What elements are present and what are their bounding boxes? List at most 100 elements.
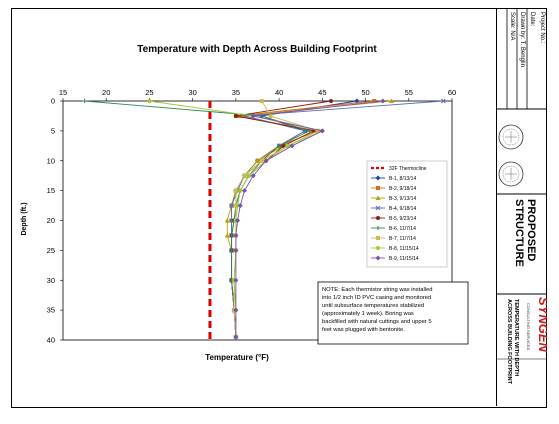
data-point	[229, 233, 234, 238]
temperature-depth-chart: Temperature with Depth Across Building F…	[21, 44, 469, 362]
drawn-by-label: Drawn by: T. Benglin	[519, 12, 525, 67]
data-point	[233, 188, 238, 193]
data-point	[376, 246, 380, 250]
note-line: into 1/2 inch ID PVC casing and monitore…	[322, 295, 431, 301]
y-tick-label: 30	[47, 276, 55, 285]
data-point	[376, 226, 380, 230]
series-line	[231, 100, 332, 338]
date-label: Date:	[529, 12, 535, 27]
data-point	[233, 247, 239, 253]
data-point	[281, 143, 286, 148]
data-point	[376, 186, 380, 190]
series-6	[82, 99, 312, 340]
legend-label: B-5, 9/23/14	[389, 216, 416, 222]
data-point	[375, 255, 381, 261]
y-tick-label: 35	[47, 306, 55, 315]
data-point	[250, 173, 256, 179]
note-line: feet was plugged with bentonite.	[322, 327, 405, 333]
data-point	[224, 218, 230, 223]
x-tick-label: 35	[232, 88, 240, 97]
legend-label: B-7, 11/7/14	[389, 236, 416, 242]
data-point	[263, 158, 269, 164]
drawing-sheet: Temperature with Depth Across Building F…	[11, 8, 551, 408]
y-tick-label: 0	[51, 97, 55, 106]
data-point	[224, 232, 230, 238]
sheet-title-line-1: TEMPERATURE WITH DEPTH	[513, 299, 519, 376]
note-box: NOTE: Each thermistor string was install…	[317, 281, 469, 345]
series-5	[229, 99, 333, 340]
scale-label: Scale: N/A	[509, 12, 515, 40]
data-point	[277, 143, 282, 148]
plot-area: Temperature with Depth Across Building F…	[12, 9, 499, 406]
data-point	[233, 307, 239, 313]
x-tick-label: 55	[405, 88, 413, 97]
data-point	[235, 218, 241, 223]
y-tick-label: 40	[47, 336, 55, 345]
data-point	[268, 113, 273, 118]
data-point	[372, 99, 377, 103]
data-point	[82, 99, 87, 103]
legend-label: B-2, 9/18/14	[389, 186, 416, 192]
project-no-label: Project No.:	[539, 12, 545, 44]
series-line	[84, 100, 311, 338]
data-point	[319, 128, 325, 134]
x-tick-label: 50	[361, 88, 369, 97]
data-point	[375, 205, 381, 211]
sheet-title-line-2: ACROSS BUILDING FOOTPRINT	[506, 299, 512, 385]
data-point	[289, 143, 295, 149]
data-point	[316, 128, 321, 133]
x-tick-label: 15	[59, 88, 67, 97]
chart-title: Temperature with Depth Across Building F…	[137, 44, 377, 55]
data-point	[229, 248, 234, 253]
y-tick-label: 5	[51, 126, 55, 135]
data-point	[233, 334, 239, 340]
y-tick-label: 20	[47, 216, 55, 225]
legend-box	[366, 160, 448, 268]
data-point	[233, 232, 239, 238]
data-point	[237, 203, 243, 209]
x-tick-label: 25	[145, 88, 153, 97]
data-point	[259, 99, 264, 103]
data-point	[235, 203, 240, 208]
x-tick-label: 20	[102, 88, 110, 97]
data-point	[259, 158, 264, 163]
data-point	[233, 113, 238, 118]
note-line: backfilled with natural cuttings and upp…	[322, 319, 432, 325]
y-tick-label: 25	[47, 246, 55, 255]
series-9	[233, 98, 386, 340]
data-point	[375, 195, 381, 200]
data-point	[238, 188, 243, 193]
svg-text:CONSULTING SERVICES: CONSULTING SERVICES	[526, 303, 531, 351]
y-tick-label: 10	[47, 156, 55, 165]
data-point	[328, 99, 333, 103]
title-block-graphic: Project No.: Date: Drawn by: T. Benglin …	[497, 9, 551, 385]
data-point	[375, 175, 381, 181]
data-point	[307, 128, 312, 133]
engineer-seal-icon-2	[498, 161, 524, 187]
data-point	[242, 188, 248, 194]
engineer-seal-icon	[498, 124, 524, 150]
x-tick-label: 30	[188, 88, 196, 97]
data-point	[376, 216, 380, 220]
x-tick-label: 45	[318, 88, 326, 97]
note-line: (approximately 1 week). Boring was	[322, 311, 414, 317]
data-point	[242, 173, 247, 178]
y-axis-label: Depth (ft.)	[21, 202, 28, 235]
legend-label: B-6, 11/7/14	[389, 226, 416, 232]
x-tick-label: 60	[448, 88, 456, 97]
company-logo: SYNGEN CONSULTING SERVICES	[526, 297, 551, 353]
series-line	[233, 100, 320, 338]
legend-label: B-1, 8/13/14	[389, 176, 416, 182]
data-point	[255, 158, 260, 163]
data-point	[354, 98, 360, 104]
x-tick-label: 40	[275, 88, 283, 97]
svg-text:SYNGEN: SYNGEN	[536, 297, 547, 353]
x-axis-label: Temperature (°F)	[205, 353, 269, 362]
data-point	[229, 203, 234, 208]
data-point	[441, 98, 446, 104]
data-point	[380, 98, 386, 104]
series-line	[235, 100, 383, 338]
drawing-title-line-1: PROPOSED	[525, 199, 537, 261]
legend-label: B-8, 11/15/14	[389, 246, 419, 252]
data-point	[250, 113, 256, 119]
